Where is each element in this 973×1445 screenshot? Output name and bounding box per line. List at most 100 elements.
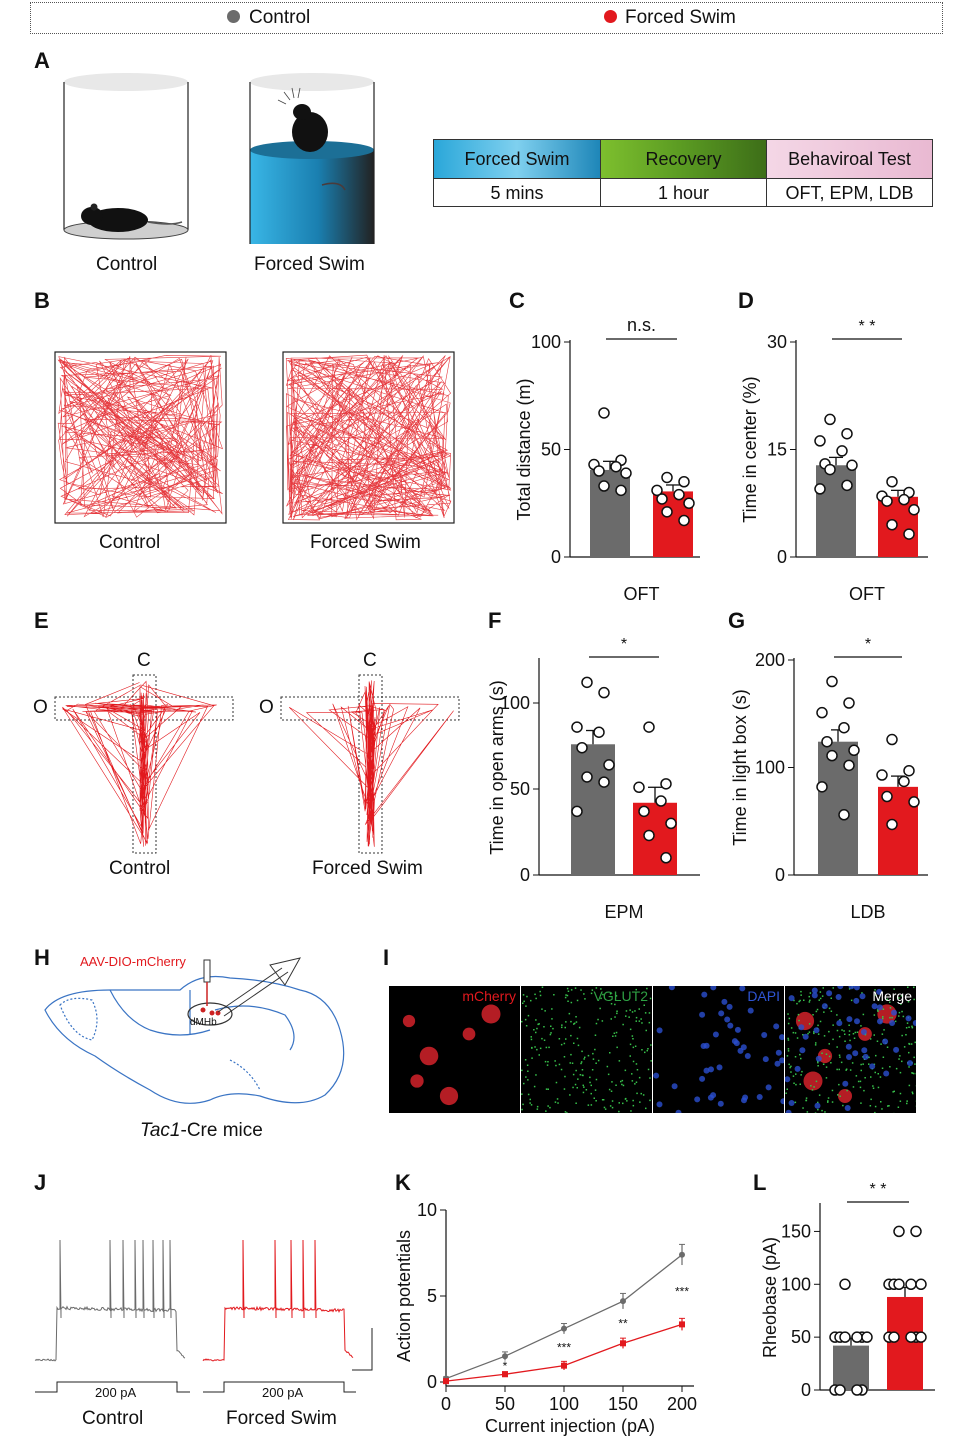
synapse-dot <box>897 1106 900 1108</box>
synapse-dot <box>838 1035 841 1038</box>
panel-letter-f: F <box>488 608 502 633</box>
synapse-dot <box>792 1075 795 1077</box>
synapse-dot <box>535 1031 537 1034</box>
synapse-dot <box>839 1019 841 1021</box>
synapse-dot <box>603 1106 606 1109</box>
nucleus <box>871 1003 878 1010</box>
data-point <box>898 775 910 788</box>
y-tick-label: 50 <box>791 1327 811 1347</box>
micrograph-vglut2: VGLUT2 <box>521 986 654 1114</box>
synapse-dot <box>794 1056 797 1058</box>
synapse-dot <box>800 990 802 993</box>
nucleus <box>826 990 833 997</box>
data-point <box>620 467 632 479</box>
maze-closed-arm-label-2: C <box>363 650 377 671</box>
data-point <box>661 506 673 518</box>
syringe-icon <box>200 959 221 1016</box>
synapse-dot <box>889 1016 891 1019</box>
synapse-dot <box>560 1043 563 1046</box>
synapse-dot <box>576 999 579 1002</box>
data-point <box>814 435 826 447</box>
synapse-dot <box>647 1068 650 1071</box>
synapse-dot <box>565 1021 567 1023</box>
data-point <box>910 1225 922 1238</box>
synapse-dot <box>533 1029 535 1031</box>
synapse-dot <box>573 1023 575 1025</box>
nucleus <box>882 1038 889 1045</box>
synapse-dot <box>877 1073 879 1075</box>
synapse-dot <box>827 1101 829 1103</box>
timeline-header-forced-swim: Forced Swim <box>434 140 600 178</box>
y-tick-label: 0 <box>801 1380 811 1400</box>
data-point <box>821 735 833 748</box>
synapse-dot <box>862 1013 865 1016</box>
synapse-dot <box>553 994 555 996</box>
cell-soma <box>402 1014 416 1028</box>
y-axis-label: Time in light box (s) <box>730 689 750 845</box>
synapse-dot <box>613 1032 616 1034</box>
data-point <box>678 476 690 488</box>
synapse-dot <box>913 1056 915 1059</box>
synapse-dot <box>790 1027 793 1029</box>
y-axis-label: Time in center (%) <box>740 376 760 522</box>
synapse-dot <box>788 1017 791 1020</box>
data-point <box>838 809 850 821</box>
synapse-dot <box>591 989 594 991</box>
legend-forced-label: Forced Swim <box>625 7 736 28</box>
synapse-dot <box>563 1088 566 1090</box>
data-point <box>643 829 655 842</box>
synapse-dot <box>788 1063 790 1066</box>
synapse-dot <box>899 1092 902 1095</box>
synapse-dot <box>556 1098 559 1100</box>
panel-letter-g: G <box>728 608 746 633</box>
data-point <box>851 1331 863 1343</box>
synapse-dot <box>616 1012 618 1015</box>
synapse-dot <box>815 1042 817 1044</box>
synapse-dot <box>824 1111 826 1113</box>
synapse-dot <box>541 1008 543 1010</box>
significance-label: * * <box>870 1181 887 1198</box>
micrograph-dapi: DAPI <box>653 984 787 1116</box>
synapse-dot <box>572 1073 575 1076</box>
y-tick-label: 0 <box>551 547 561 567</box>
track-path <box>285 354 452 521</box>
synapse-dot <box>599 1007 601 1010</box>
micrograph-label-dapi: DAPI <box>747 988 780 1004</box>
synapse-dot <box>642 1094 645 1096</box>
nucleus <box>811 987 818 994</box>
data-point <box>915 1278 927 1291</box>
synapse-dot <box>536 1048 538 1051</box>
synapse-dot <box>638 1076 641 1079</box>
nucleus <box>721 998 728 1005</box>
synapse-dot <box>817 1101 819 1104</box>
nucleus <box>694 1096 701 1103</box>
synapse-dot <box>569 1062 571 1064</box>
significance-label: * <box>503 1359 508 1373</box>
synapse-dot <box>817 1061 819 1064</box>
synapse-dot <box>584 998 586 1000</box>
synapse-dot <box>873 1034 875 1036</box>
nucleus <box>762 1056 769 1063</box>
synapse-dot <box>620 1080 622 1083</box>
y-tick-label: 50 <box>541 440 561 460</box>
synapse-dot <box>908 1066 910 1068</box>
synapse-dot <box>883 1029 885 1031</box>
x-axis-label: Current injection (pA) <box>485 1416 655 1436</box>
nucleus <box>821 1003 828 1010</box>
synapse-dot <box>615 1084 617 1086</box>
synapse-dot <box>808 995 810 998</box>
data-point <box>836 445 848 457</box>
micrograph-merge: Merge <box>784 983 919 1116</box>
data-point <box>598 776 610 788</box>
synapse-dot <box>595 1078 598 1081</box>
synapse-dot <box>815 1080 818 1083</box>
data-point <box>581 771 593 783</box>
synapse-dot <box>889 1066 891 1068</box>
synapse-dot <box>910 1043 913 1045</box>
synapse-dot <box>905 1034 907 1036</box>
synapse-dot <box>583 1086 585 1088</box>
mouse-line-suffix: -Cre mice <box>180 1120 263 1141</box>
panel-letter-c: C <box>509 288 525 313</box>
data-point <box>843 697 855 709</box>
